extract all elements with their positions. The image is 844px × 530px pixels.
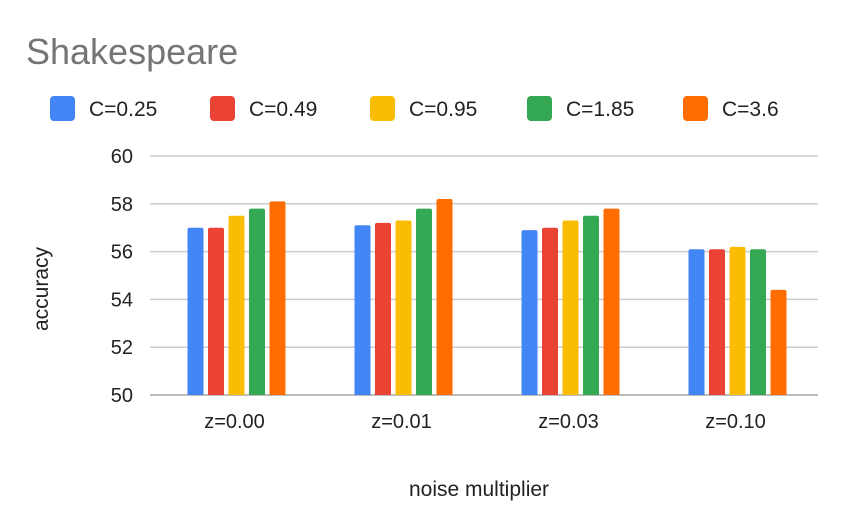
- y-axis-ticks: 50 52 54 56 58 60: [111, 146, 133, 407]
- bar-c-3-6-z-0-10: [770, 289, 787, 395]
- legend-label: C=0.95: [409, 98, 477, 121]
- bar-c-1-85-z-0-10: [750, 249, 766, 395]
- chart-title: Shakespeare: [26, 31, 238, 72]
- y-tick-label: 54: [111, 289, 133, 311]
- legend-label: C=3.6: [722, 98, 779, 121]
- bar-c-0-95-z-0-10: [729, 246, 746, 395]
- bar-c-0-25-z-0-01: [354, 225, 371, 395]
- x-axis-ticks: z=0.00 z=0.01 z=0.03 z=0.10: [204, 411, 766, 433]
- legend-label: C=1.85: [566, 98, 634, 121]
- bars: [187, 199, 787, 395]
- bar-c-0-25-z-0-00: [187, 227, 204, 395]
- bar-c-0-95-z-0-00: [228, 215, 245, 395]
- bar-c-3-6-z-0-00: [269, 201, 286, 395]
- y-tick-label: 60: [111, 146, 133, 168]
- y-tick-label: 56: [111, 242, 133, 264]
- legend-swatch: [50, 96, 75, 121]
- legend-label: C=0.49: [249, 98, 317, 121]
- x-axis-label: noise multiplier: [409, 478, 549, 501]
- x-tick-label: z=0.03: [538, 411, 599, 433]
- legend-swatch: [370, 96, 395, 121]
- bar-c-0-95-z-0-01: [395, 220, 412, 395]
- bar-c-0-25-z-0-03: [521, 230, 538, 395]
- x-tick-label: z=0.00: [204, 411, 265, 433]
- bar-c-3-6-z-0-03: [603, 208, 620, 395]
- bar-c-1-85-z-0-03: [583, 215, 599, 395]
- legend: C=0.25 C=0.49 C=0.95 C=1.85 C=3.6: [50, 96, 779, 121]
- legend-swatch: [527, 96, 552, 121]
- y-tick-label: 50: [111, 385, 133, 407]
- bar-c-3-6-z-0-01: [436, 199, 453, 395]
- legend-label: C=0.25: [89, 98, 157, 121]
- legend-swatch: [210, 96, 235, 121]
- x-tick-label: z=0.10: [705, 411, 766, 433]
- bar-c-0-25-z-0-10: [688, 249, 705, 395]
- y-tick-label: 52: [111, 337, 133, 359]
- bar-c-0-49-z-0-10: [709, 249, 725, 395]
- x-tick-label: z=0.01: [371, 411, 432, 433]
- y-tick-label: 58: [111, 194, 133, 216]
- bar-c-0-49-z-0-01: [375, 222, 391, 395]
- bar-c-0-95-z-0-03: [562, 220, 579, 395]
- bar-c-0-49-z-0-03: [542, 227, 558, 395]
- bar-c-1-85-z-0-01: [416, 208, 432, 395]
- bar-c-0-49-z-0-00: [208, 227, 224, 395]
- bar-c-1-85-z-0-00: [249, 208, 265, 395]
- y-axis-label: accuracy: [30, 246, 53, 331]
- legend-swatch: [683, 96, 708, 121]
